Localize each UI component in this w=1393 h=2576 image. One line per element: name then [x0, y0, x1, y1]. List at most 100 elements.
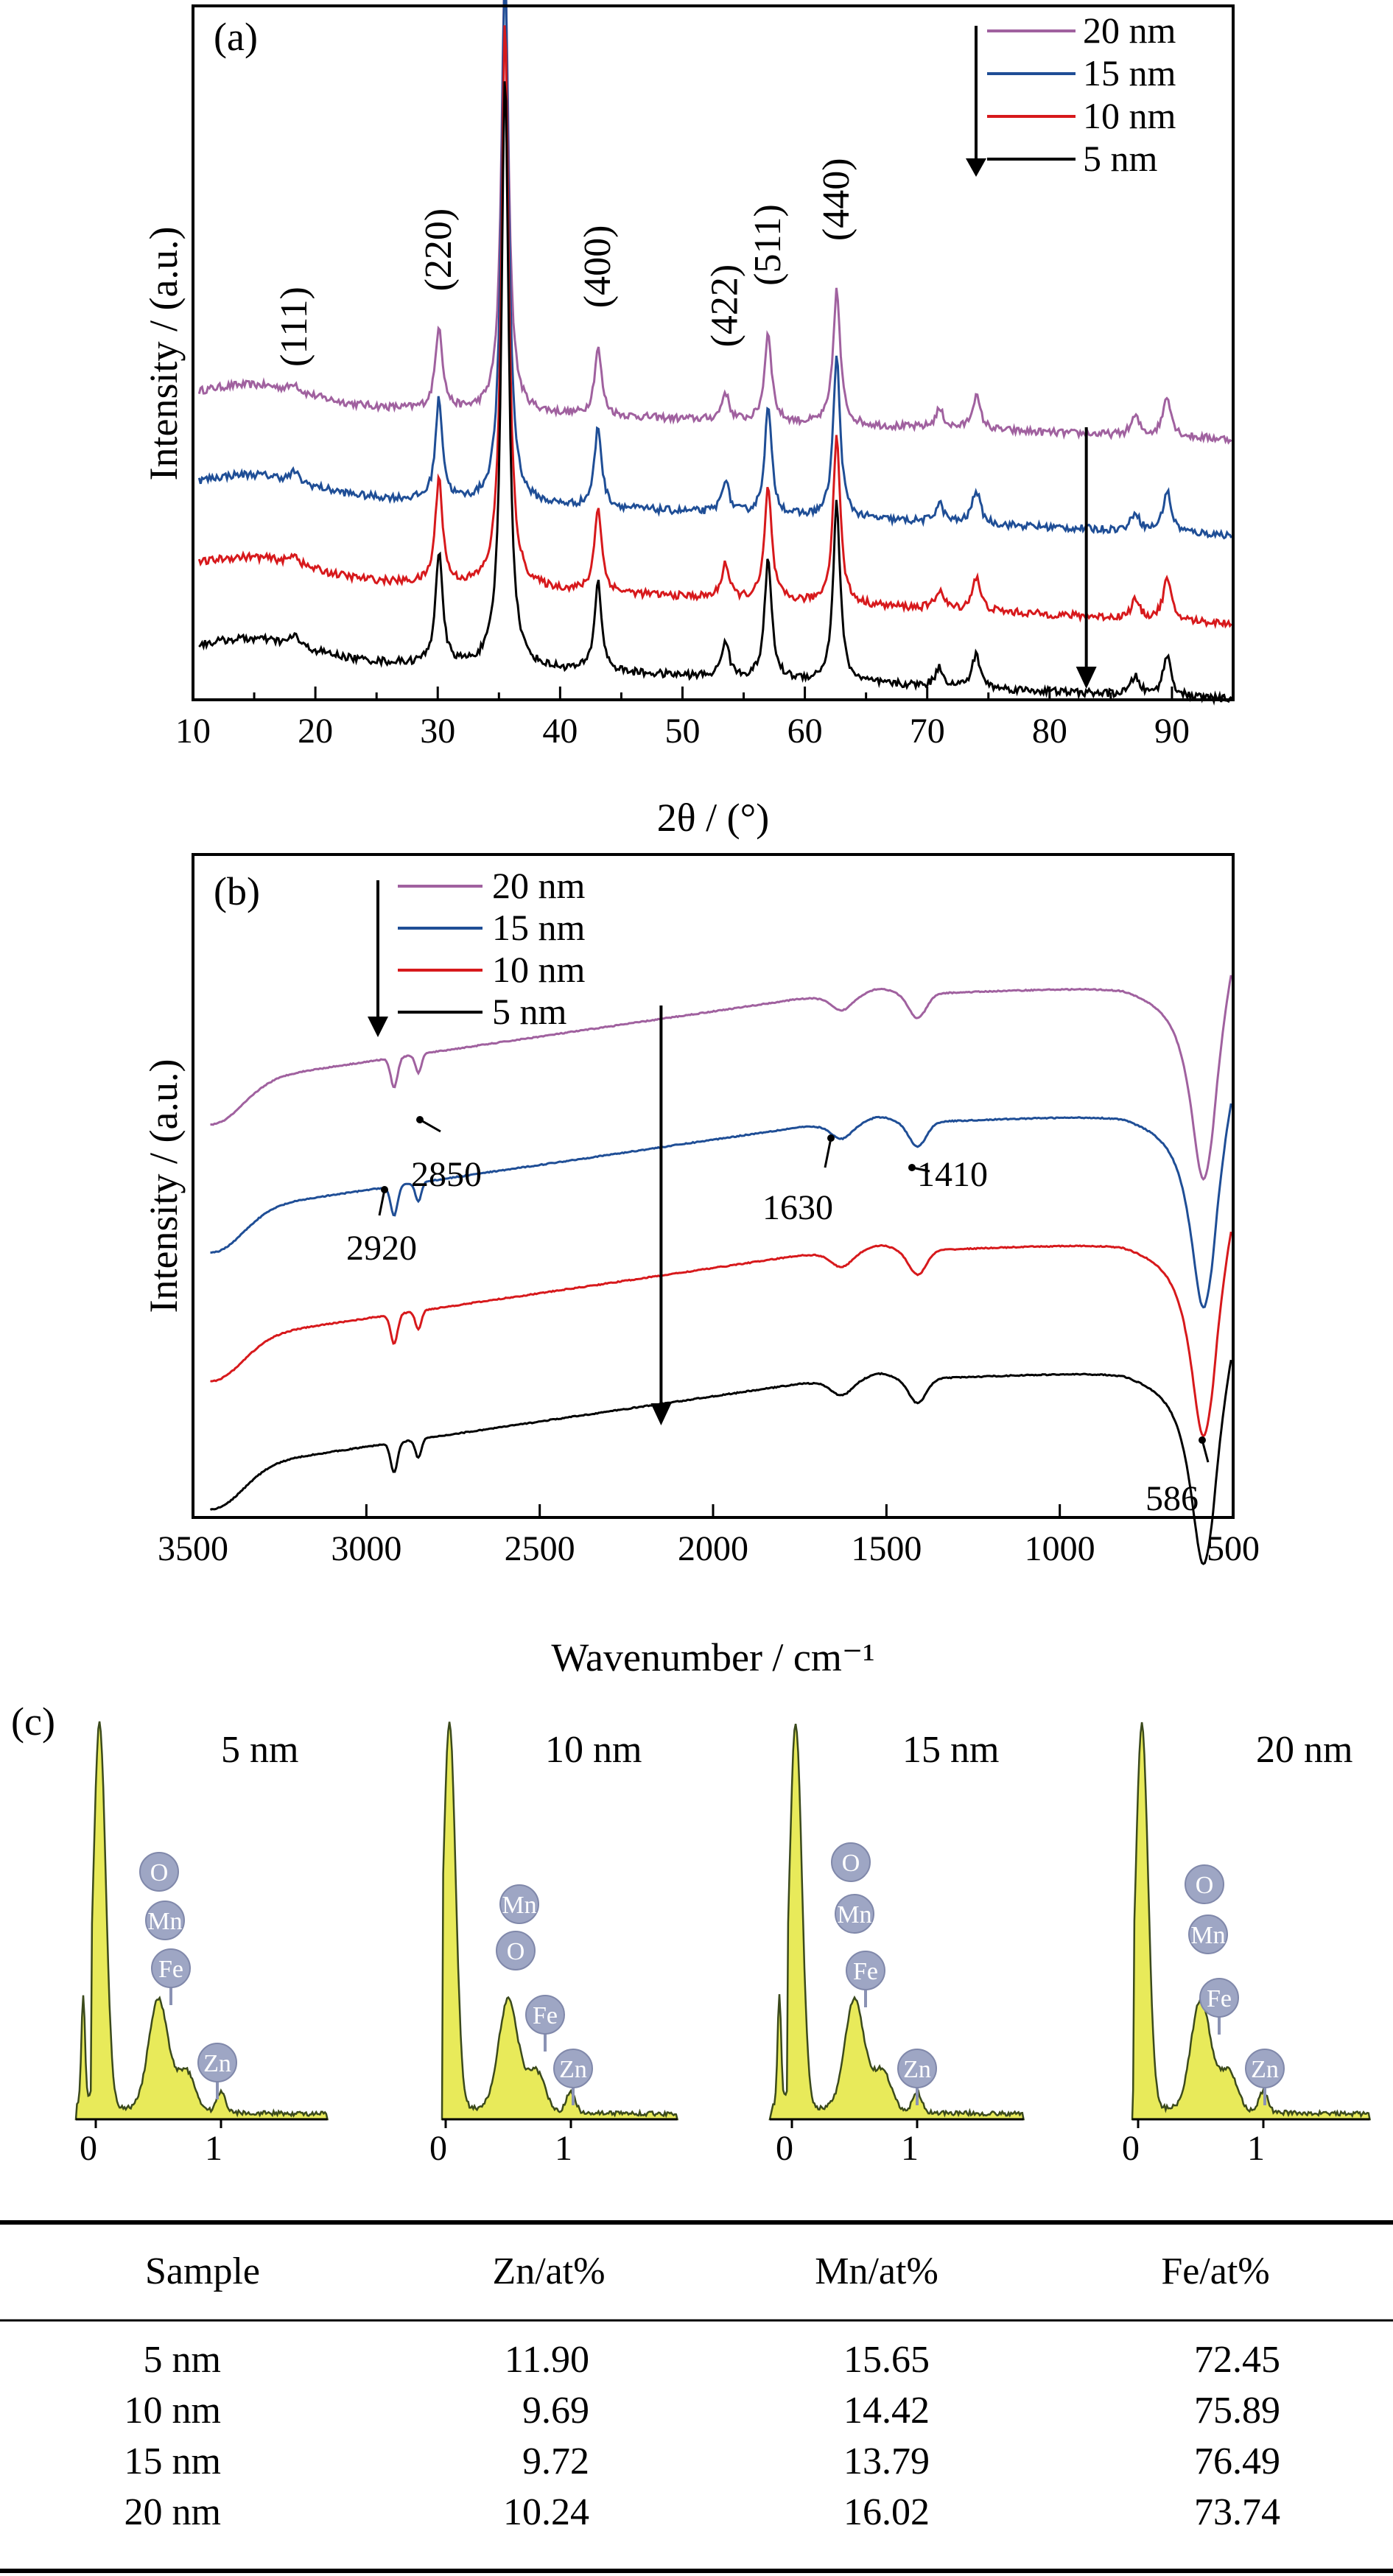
xrd-legend-arrow-head [966, 158, 986, 177]
ftir-curves [209, 975, 1232, 1565]
eds-element-badge: Mn [835, 1894, 874, 1934]
eds-element-label: Mn [837, 1901, 871, 1929]
xrd-peak-label: (111) [273, 287, 315, 367]
eds-element-label: O [842, 1850, 860, 1877]
ftir-annotation-arrow-head [1199, 1436, 1206, 1444]
ftir-x-tick-label: 500 [1207, 1529, 1260, 1568]
ftir-annotation-arrow-head [416, 1116, 424, 1123]
ftir-annotation-arrow-head [381, 1186, 388, 1193]
ftir-annotation-arrow [824, 1137, 832, 1168]
ftir-legend-label: 15 nm [492, 907, 586, 948]
ftir-panel: 3500 3000 2500 2000 1500 1000 500 (b) 20 nm15 … [141, 853, 1260, 1680]
eds-sample-label: 15 nm [902, 1729, 999, 1771]
eds-x-tick-label: 0 [1122, 2129, 1140, 2168]
eds-badge-circle [897, 2049, 937, 2088]
ftir-annotation-label: 2850 [411, 1155, 482, 1194]
eds-spectrum-area [768, 1723, 1025, 2121]
xrd-x-tick-label: 70 [910, 712, 945, 751]
xrd-curves [197, 0, 1233, 706]
ftir-annotation-arrow-head [908, 1164, 916, 1171]
xrd-plot-frame [192, 4, 1235, 701]
xrd-legend-label: 5 nm [1083, 138, 1158, 179]
table-cell: 15 nm [124, 2440, 221, 2482]
table-cell: 76.49 [1194, 2440, 1280, 2482]
xrd-peak-label: (440) [815, 158, 857, 241]
ftir-shift-arrow-head [650, 1403, 672, 1425]
xrd-x-tick-label: 50 [664, 712, 700, 751]
eds-element-label: Mn [502, 1892, 536, 1919]
eds-element-badge: O [831, 1842, 871, 1882]
eds-spectrum-4: 0 1 20 nm O Mn Fe Zn [1122, 1722, 1372, 2168]
ftir-legend-label: 5 nm [492, 991, 567, 1032]
ftir-annotation-label: 1410 [917, 1155, 988, 1194]
table-cell: 75.89 [1194, 2390, 1280, 2432]
table-cell: 5 nm [144, 2339, 221, 2381]
ftir-curve-10-nm [210, 1231, 1232, 1438]
eds-badge-circle [553, 2049, 593, 2088]
eds-element-label: Mn [147, 1908, 182, 1935]
eds-x-tick-label: 1 [901, 2129, 919, 2168]
xrd-peak-label: (422) [704, 264, 746, 348]
eds-element-badge: Fe [525, 1995, 565, 2052]
eds-badge-circle [1199, 1978, 1239, 2018]
ftir-curve-5-nm [209, 1359, 1232, 1565]
xrd-x-ticks: 10 20 30 40 50 60 70 80 90 [175, 687, 1190, 751]
table-cell: 15.65 [843, 2339, 930, 2381]
table-body: 5 nm 11.90 15.65 72.45 10 nm 9.69 14.42 75.89 15… [124, 2339, 1280, 2533]
ftir-x-tick-label: 2000 [678, 1529, 748, 1568]
table-cell: 72.45 [1194, 2339, 1280, 2381]
eds-element-label: Fe [533, 2002, 558, 2029]
ftir-legend-arrow-head [368, 1017, 388, 1037]
ftir-annotation-label: 586 [1145, 1479, 1199, 1518]
table-cell: 9.69 [522, 2390, 589, 2432]
eds-x-tick-label: 1 [555, 2129, 572, 2168]
ftir-x-axis-label: Wavenumber / cm⁻¹ [551, 1635, 874, 1680]
ftir-x-tick-label: 1000 [1025, 1529, 1095, 1568]
table-column-header: Sample [145, 2250, 260, 2292]
eds-sample-label: 10 nm [545, 1729, 642, 1771]
eds-element-badge: Mn [145, 1901, 185, 1940]
eds-element-badge: O [1185, 1864, 1224, 1904]
eds-element-badge: O [139, 1852, 179, 1892]
xrd-shift-arrow-head [1076, 667, 1097, 689]
xrd-peak-label: (400) [577, 225, 619, 309]
eds-sample-label: 20 nm [1256, 1729, 1352, 1771]
xrd-x-tick-label: 30 [420, 712, 455, 751]
table-cell: 9.72 [522, 2440, 589, 2482]
eds-badge-circle [197, 2043, 237, 2082]
xrd-x-axis-label: 2θ / (°) [657, 796, 769, 840]
ftir-x-tick-label: 1500 [851, 1529, 922, 1568]
panel-b-label: (b) [214, 869, 260, 913]
xrd-legend-label: 20 nm [1083, 10, 1176, 51]
eds-spectrum-area [441, 1722, 679, 2121]
eds-badge-circle [499, 1884, 539, 1924]
eds-element-badge: Zn [1245, 2049, 1285, 2105]
eds-x-tick-label: 0 [429, 2129, 447, 2168]
table-cell: 10.24 [503, 2491, 589, 2533]
xrd-curve-15-nm [197, 0, 1233, 540]
eds-element-label: O [150, 1859, 169, 1887]
ftir-curve-15-nm [210, 1103, 1232, 1309]
table-row: 5 nm 11.90 15.65 72.45 [144, 2339, 1280, 2381]
xrd-peak-label: (511) [747, 204, 789, 286]
eds-badge-circle [1188, 1915, 1228, 1954]
eds-badge-circle [525, 1995, 565, 2035]
eds-element-badge: Fe [151, 1948, 191, 2005]
eds-badge-circle [151, 1948, 191, 1988]
xrd-x-tick-label: 20 [298, 712, 333, 751]
ftir-legend-label: 10 nm [492, 949, 586, 990]
ftir-legend-label: 20 nm [492, 865, 586, 906]
eds-element-label: O [507, 1938, 525, 1965]
ftir-x-ticks: 3500 3000 2500 2000 1500 1000 500 [158, 1504, 1260, 1568]
eds-element-label: Fe [158, 1956, 183, 1983]
table-row: 15 nm 9.72 13.79 76.49 [124, 2440, 1280, 2482]
eds-element-label: Mn [1190, 1922, 1225, 1949]
eds-badge-circle [1245, 2049, 1285, 2088]
eds-spectrum-1: 0 1 5 nm O Mn Fe Zn [74, 1721, 329, 2168]
eds-spectrum-area [74, 1721, 329, 2121]
ftir-annotation-arrow [419, 1118, 441, 1133]
